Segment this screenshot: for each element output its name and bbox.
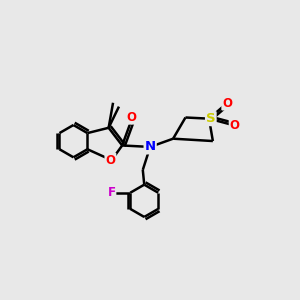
Text: S: S [206,112,216,125]
Text: F: F [107,186,116,199]
Text: O: O [222,97,232,110]
Text: O: O [126,111,136,124]
Text: N: N [145,140,156,153]
Text: O: O [105,154,116,167]
Text: O: O [230,119,240,132]
